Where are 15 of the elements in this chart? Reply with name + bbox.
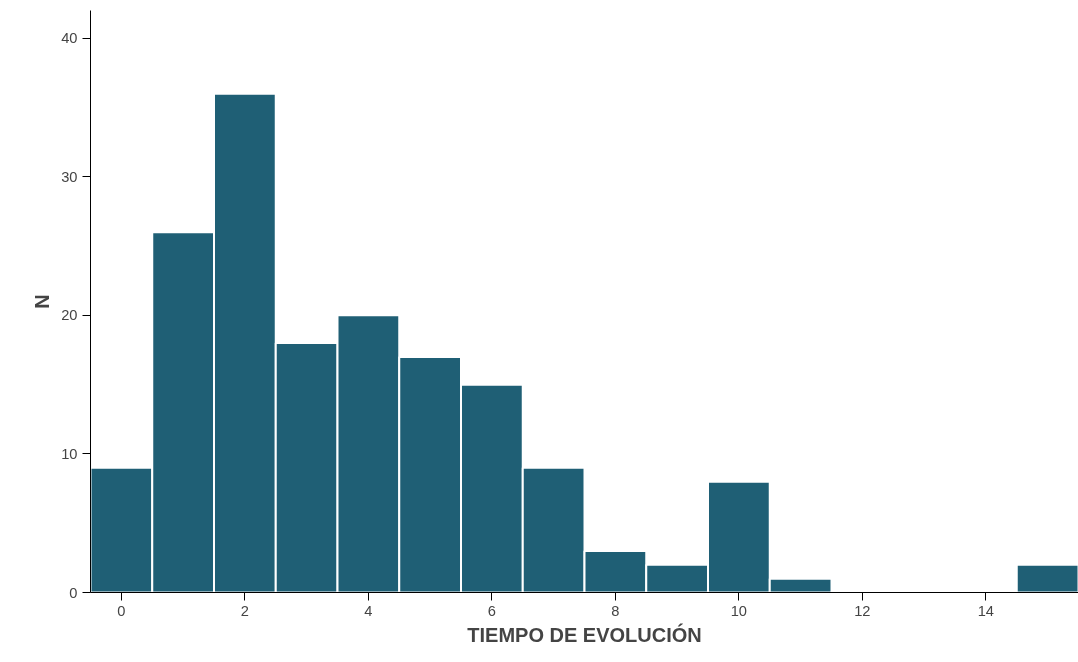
y-tick-label: 0 xyxy=(69,584,78,601)
y-tick-label: 30 xyxy=(61,168,78,185)
x-tick-label: 0 xyxy=(117,602,126,619)
x-tick-label: 12 xyxy=(854,602,871,619)
x-tick-label: 14 xyxy=(977,602,995,619)
x-tick-label: 10 xyxy=(730,602,748,619)
x-tick-label: 2 xyxy=(240,602,249,619)
y-tick-label: 40 xyxy=(61,30,78,47)
x-axis-title: TIEMPO DE EVOLUCIÓN xyxy=(467,622,702,646)
x-tick-label: 8 xyxy=(611,602,620,619)
x-tick-label: 6 xyxy=(487,602,496,619)
x-tick-label: 4 xyxy=(364,602,373,619)
y-axis-title: N xyxy=(31,294,54,309)
y-tick-label: 10 xyxy=(61,445,78,462)
y-tick-label: 20 xyxy=(61,307,78,324)
